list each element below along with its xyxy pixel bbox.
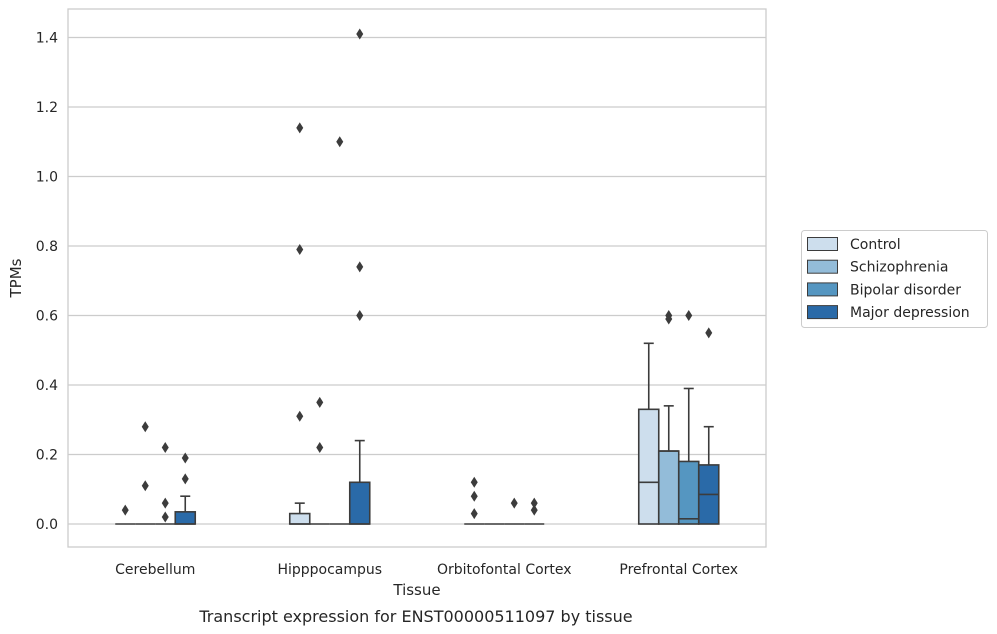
- outlier-point: [705, 327, 713, 339]
- outlier-point: [181, 473, 189, 485]
- outlier-point: [356, 261, 364, 273]
- box-group: [115, 504, 136, 525]
- box-group: [329, 136, 350, 525]
- outlier-point: [665, 310, 673, 321]
- box: [288, 512, 311, 525]
- x-tick-labels: Cerebellum Hipppocampus Orbitofontal Corte…: [115, 562, 738, 578]
- outlier-point: [141, 421, 149, 433]
- box-group: [309, 396, 330, 525]
- y-tick-labels: 0.0 0.2 0.4 0.6 0.8 1.0 1.2 1.4: [36, 31, 58, 534]
- y-tick-label: 1.2: [36, 100, 58, 116]
- outlier-point: [530, 497, 538, 509]
- legend-label: Control: [850, 237, 901, 253]
- box-group: [348, 28, 371, 525]
- y-tick-label: 1.4: [36, 31, 58, 47]
- outlier-point: [181, 452, 189, 464]
- y-tick-label: 0.8: [36, 239, 58, 255]
- x-tick-label: Hipppocampus: [277, 562, 382, 578]
- box-group: [657, 310, 680, 525]
- y-tick-label: 1.0: [36, 170, 58, 186]
- y-tick-label: 0.0: [36, 517, 58, 533]
- y-axis-label: TPMs: [7, 258, 25, 298]
- x-tick-label: Prefrontal Cortex: [619, 562, 738, 578]
- box: [657, 450, 680, 525]
- legend-swatch: [807, 282, 838, 297]
- outlier-point: [470, 508, 478, 520]
- plot-area-frame: [67, 8, 767, 548]
- outlier-point: [161, 497, 169, 509]
- outlier-point: [530, 504, 538, 516]
- legend-swatch: [807, 305, 838, 320]
- box-layer: [115, 28, 720, 525]
- box: [677, 460, 700, 525]
- outlier-point: [141, 480, 149, 492]
- box-group: [464, 476, 485, 525]
- outlier-point: [510, 497, 518, 509]
- legend-label: Major depression: [850, 305, 970, 321]
- outlier-point: [470, 476, 478, 488]
- legend: Control Schizophrenia Bipolar disorder Majo…: [801, 230, 988, 328]
- outlier-point: [296, 243, 304, 255]
- box-group: [524, 497, 545, 525]
- outlier-point: [121, 504, 129, 516]
- y-tick-label: 0.2: [36, 448, 58, 464]
- box-group: [174, 452, 197, 525]
- outlier-point: [356, 310, 364, 321]
- outlier-point: [296, 410, 304, 422]
- box-group: [155, 442, 176, 525]
- chart-caption: Transcript expression for ENST0000051109…: [198, 607, 632, 626]
- box: [637, 408, 660, 525]
- box-group: [637, 342, 660, 525]
- x-tick-label: Orbitofontal Cortex: [437, 562, 572, 578]
- outlier-point: [316, 442, 324, 454]
- outlier-point: [296, 122, 304, 134]
- outlier-point: [161, 511, 169, 523]
- outlier-point: [470, 490, 478, 502]
- outlier-point: [161, 442, 169, 454]
- box-group: [135, 421, 156, 525]
- box: [348, 481, 371, 525]
- x-tick-label: Cerebellum: [115, 562, 195, 578]
- box-group: [288, 122, 311, 525]
- box-group: [504, 497, 525, 525]
- legend-swatch: [807, 237, 838, 251]
- y-tick-label: 0.4: [36, 378, 58, 394]
- outlier-point: [336, 136, 344, 148]
- legend-frame: [801, 230, 988, 328]
- legend-label: Bipolar disorder: [850, 282, 961, 298]
- legend-label: Schizophrenia: [850, 260, 948, 276]
- outlier-point: [356, 28, 364, 40]
- x-axis-label: Tissue: [392, 581, 440, 599]
- box: [174, 511, 197, 525]
- outlier-point: [316, 396, 324, 408]
- y-tick-label: 0.6: [36, 309, 58, 325]
- box-group: [677, 310, 700, 525]
- outlier-point: [685, 310, 693, 321]
- box-group: [697, 327, 720, 525]
- legend-swatch: [807, 259, 838, 274]
